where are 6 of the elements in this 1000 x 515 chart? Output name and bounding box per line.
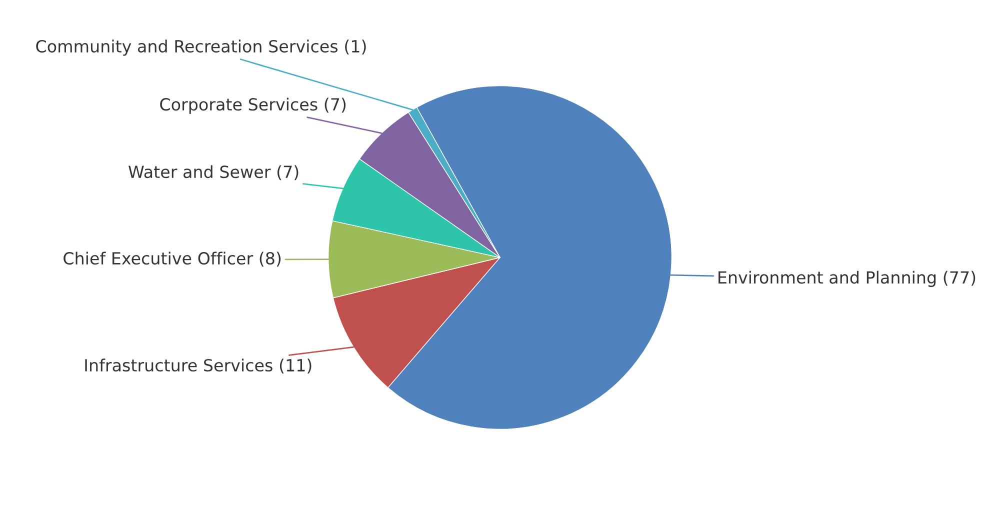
slice-label: Infrastructure Services (11) — [85, 358, 312, 374]
slice-label: Environment and Planning (77) — [718, 270, 976, 287]
slice-label: Corporate Services (7) — [160, 98, 346, 114]
slice-label: Chief Executive Officer (8) — [64, 252, 281, 267]
slice-label: Water and Sewer (7) — [128, 165, 298, 180]
slice-label: Community and Recreation Services (1) — [36, 40, 366, 56]
